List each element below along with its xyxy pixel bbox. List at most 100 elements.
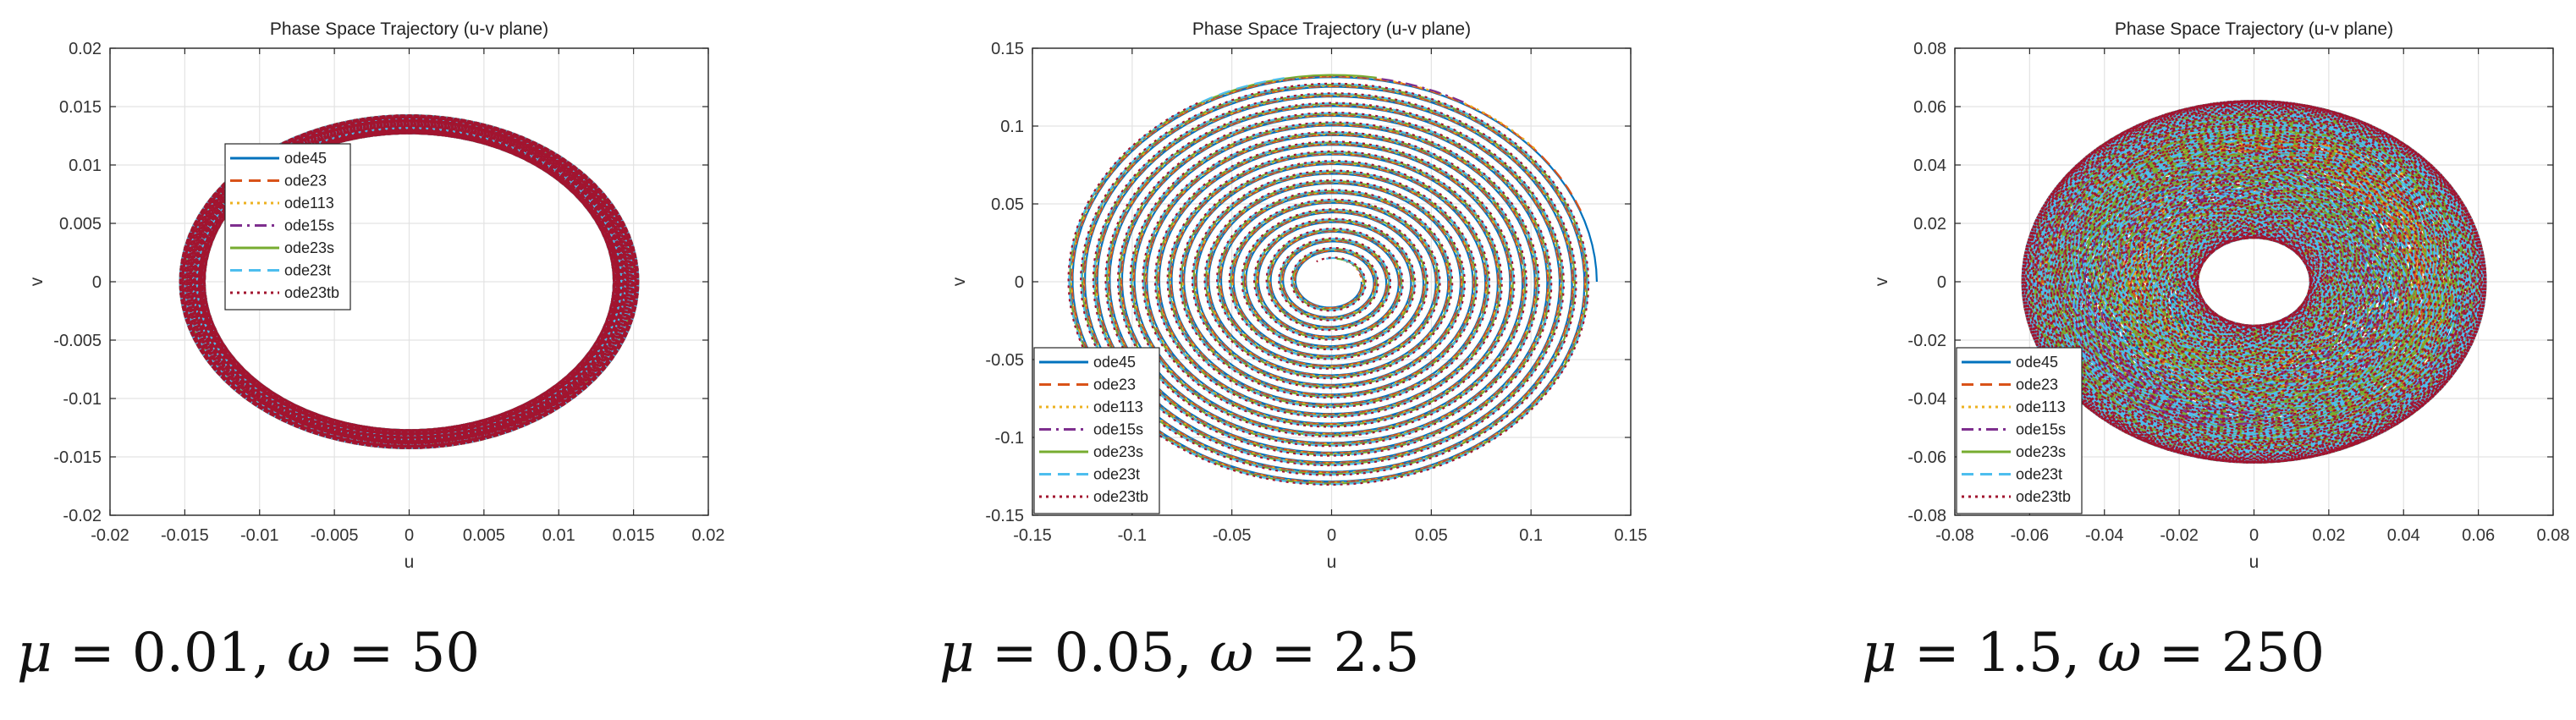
legend-label-ode45: ode45 — [1093, 354, 1136, 371]
y-tick-label: -0.08 — [1907, 507, 1946, 525]
y-axis-label: v — [27, 277, 47, 286]
chart-panel-2: -0.15 -0.1 -0.05 0 0.05 0.1 0.15 0.15 0.1 0.05 0 -0… — [922, 0, 1769, 720]
legend-label-ode45: ode45 — [284, 150, 327, 167]
chart-panel-3: -0.08 -0.06 -0.04 -0.02 0 0.02 0.04 0.06 0.08 0.0… — [1845, 0, 2576, 720]
x-tick-label: -0.15 — [1013, 526, 1052, 545]
y-tick-label: 0 — [1937, 273, 1946, 292]
legend-label-ode15s: ode15s — [284, 217, 334, 234]
legend-label-ode23tb: ode23tb — [1093, 488, 1148, 505]
y-tick-label: 0.01 — [69, 157, 102, 175]
legend-label-ode113: ode113 — [1093, 398, 1143, 415]
legend-label-ode23: ode23 — [284, 173, 327, 190]
legend-label-ode23s: ode23s — [1093, 443, 1143, 460]
chart-title: Phase Space Trajectory (u-v plane) — [1192, 19, 1471, 39]
x-tick-label: -0.02 — [2160, 526, 2199, 545]
x-tick-label: -0.08 — [1935, 526, 1974, 545]
y-tick-label: 0.015 — [59, 98, 102, 117]
legend-label-ode23t: ode23t — [284, 262, 331, 279]
legend: ode45 ode23 ode113 ode15s ode23s ode23t ode23t… — [1033, 347, 1160, 514]
y-tick-label: -0.015 — [53, 448, 102, 467]
x-tick-label: 0 — [1327, 526, 1336, 545]
y-tick-label: -0.02 — [63, 507, 102, 525]
x-axis-label: u — [1327, 552, 1337, 572]
x-tick-label: 0.02 — [2312, 526, 2345, 545]
legend-label-ode23: ode23 — [2016, 376, 2058, 393]
legend-label-ode23s: ode23s — [2016, 443, 2066, 460]
y-tick-label: 0 — [1015, 273, 1024, 292]
x-tick-label: 0.1 — [1519, 526, 1543, 545]
tick-labels: -0.15 -0.1 -0.05 0 0.05 0.1 0.15 0.15 0.1 0.05 0 -0… — [985, 40, 1647, 545]
x-tick-label: 0.05 — [1415, 526, 1448, 545]
chart-panel-1: -0.02 -0.015 -0.01 -0.005 0 0.005 0.01 0.015 0.0… — [0, 0, 846, 720]
x-tick-label: 0.06 — [2462, 526, 2495, 545]
y-axis-label: v — [1872, 277, 1891, 286]
legend-label-ode15s: ode15s — [2016, 421, 2066, 438]
x-tick-label: 0 — [405, 526, 414, 545]
x-tick-label: -0.005 — [311, 526, 359, 545]
x-tick-label: 0 — [2249, 526, 2259, 545]
legend-label-ode23tb: ode23tb — [284, 284, 339, 301]
caption-3: μ = 1.5, ω = 250 — [1862, 622, 2326, 684]
y-axis-label: v — [949, 277, 969, 286]
y-tick-label: 0.05 — [991, 195, 1024, 214]
x-tick-label: 0.08 — [2537, 526, 2570, 545]
legend-label-ode45: ode45 — [2016, 354, 2058, 371]
y-tick-label: 0.1 — [1000, 118, 1024, 136]
legend: ode45 ode23 ode113 ode15s ode23s ode23t ode23t… — [224, 143, 351, 311]
x-tick-label: 0.015 — [613, 526, 655, 545]
y-tick-label: 0.02 — [69, 40, 102, 58]
trajectory-series — [2021, 100, 2487, 464]
x-tick-label: 0.01 — [542, 526, 575, 545]
legend-label-ode23: ode23 — [1093, 376, 1136, 393]
y-tick-label: 0.04 — [1913, 157, 1946, 175]
chart-1-svg: -0.02 -0.015 -0.01 -0.005 0 0.005 0.01 0.015 0.0… — [27, 19, 724, 572]
tick-labels: -0.08 -0.06 -0.04 -0.02 0 0.02 0.04 0.06 0.08 0.0… — [1907, 40, 2569, 545]
legend-label-ode113: ode113 — [2016, 398, 2066, 415]
y-tick-label: -0.04 — [1907, 390, 1946, 409]
x-tick-label: -0.02 — [91, 526, 129, 545]
legend-box — [1033, 347, 1160, 514]
chart-3-svg: -0.08 -0.06 -0.04 -0.02 0 0.02 0.04 0.06 0.08 0.0… — [1872, 19, 2569, 572]
legend-label-ode23t: ode23t — [2016, 466, 2062, 483]
trajectory-series — [1067, 74, 1599, 486]
legend-label-ode23t: ode23t — [1093, 466, 1140, 483]
x-tick-label: -0.01 — [240, 526, 279, 545]
x-tick-label: -0.015 — [161, 526, 209, 545]
y-tick-label: 0.005 — [59, 215, 102, 234]
x-tick-label: -0.06 — [2011, 526, 2050, 545]
legend-box — [1956, 347, 2083, 514]
chart-title: Phase Space Trajectory (u-v plane) — [270, 19, 548, 39]
x-axis-label: u — [2249, 552, 2260, 572]
y-tick-label: -0.06 — [1907, 448, 1946, 467]
x-tick-label: -0.05 — [1213, 526, 1252, 545]
x-axis-label: u — [405, 552, 415, 572]
y-tick-label: 0.06 — [1913, 98, 1946, 117]
y-tick-label: 0 — [92, 273, 102, 292]
legend-label-ode23tb: ode23tb — [2016, 488, 2071, 505]
legend-label-ode23s: ode23s — [284, 239, 334, 256]
y-tick-label: -0.15 — [985, 507, 1024, 525]
legend-label-ode113: ode113 — [284, 195, 334, 212]
series-line-ode23tb — [1067, 82, 1590, 486]
legend: ode45 ode23 ode113 ode15s ode23s ode23t ode23t… — [1956, 347, 2083, 514]
x-tick-label: 0.15 — [1615, 526, 1648, 545]
legend-label-ode15s: ode15s — [1093, 421, 1143, 438]
y-tick-label: 0.15 — [991, 40, 1024, 58]
tick-labels: -0.02 -0.015 -0.01 -0.005 0 0.005 0.01 0.015 0.0… — [53, 40, 724, 545]
y-tick-label: -0.05 — [985, 351, 1024, 370]
y-tick-label: 0.08 — [1913, 40, 1946, 58]
trajectory-series — [179, 114, 640, 449]
y-tick-label: -0.01 — [63, 390, 102, 409]
caption-1: μ = 0.01, ω = 50 — [17, 622, 481, 684]
caption-2: μ = 0.05, ω = 2.5 — [939, 622, 1420, 684]
y-tick-label: -0.1 — [995, 429, 1024, 448]
y-tick-label: -0.005 — [53, 332, 102, 350]
x-tick-label: -0.1 — [1118, 526, 1147, 545]
y-tick-label: 0.02 — [1913, 215, 1946, 234]
x-tick-label: 0.005 — [463, 526, 505, 545]
x-tick-label: 0.02 — [692, 526, 725, 545]
series-line-ode23tb — [2021, 100, 2487, 464]
x-tick-label: -0.04 — [2085, 526, 2124, 545]
chart-2-svg: -0.15 -0.1 -0.05 0 0.05 0.1 0.15 0.15 0.1 0.05 0 -0… — [949, 19, 1647, 572]
y-tick-label: -0.02 — [1907, 332, 1946, 350]
